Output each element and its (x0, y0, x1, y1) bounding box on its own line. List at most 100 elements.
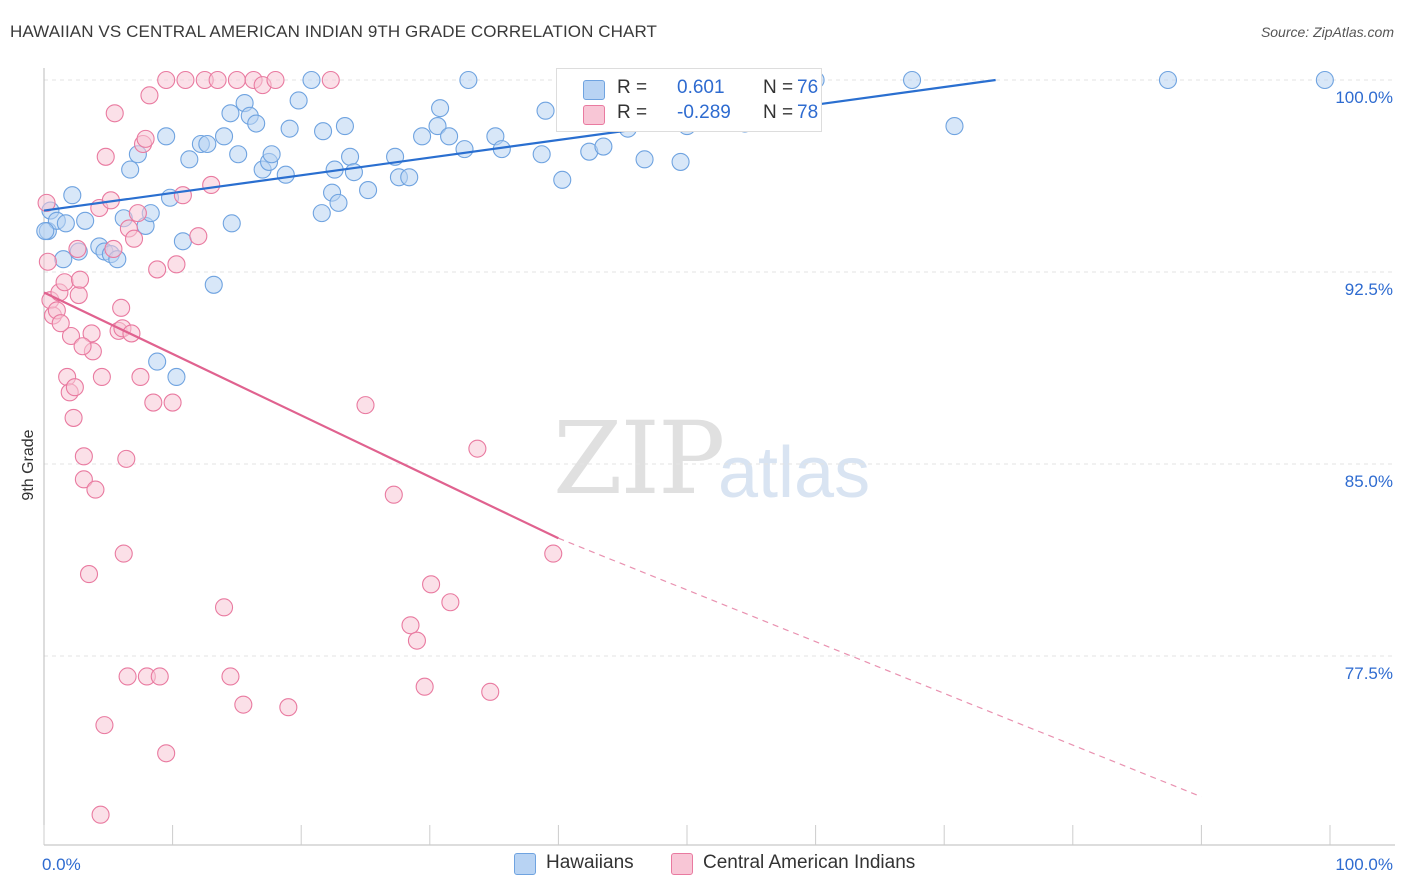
central-american-indians-point (65, 378, 84, 397)
central-american-indians-point (112, 298, 131, 317)
central-american-indians-point (95, 716, 114, 735)
central-american-indians-point (74, 470, 93, 489)
source-credit: Source: ZipAtlas.com (1260, 24, 1394, 40)
central-american-indians-point (321, 70, 340, 90)
hawaiians-point (302, 70, 321, 90)
central-american-indians-point (468, 439, 487, 458)
hawaiians-point (289, 91, 308, 110)
hawaiians-point (440, 127, 459, 146)
central-american-indians-point (227, 70, 246, 90)
hawaiians-point (428, 117, 447, 136)
hawaiians-point (400, 168, 419, 187)
central-american-indians-trend-line-extension (558, 537, 1202, 798)
central-american-indians-point (69, 285, 88, 305)
hawaiians-point (180, 150, 199, 169)
correlation-legend: R = 0.601 N = 76 R = -0.289 N = 78 (556, 68, 822, 132)
central-american-indians-point (415, 677, 434, 696)
central-american-indians-point (356, 396, 375, 415)
hawaiians-point (148, 352, 167, 371)
hawaiians-point (1315, 70, 1334, 90)
hawaiians-point (335, 117, 354, 136)
hawaiians-point (329, 193, 348, 212)
central-american-indians-point (202, 175, 221, 195)
hawaiians-point (459, 70, 478, 90)
y-axis-label: 9th Grade (20, 429, 37, 501)
hawaiians-point (157, 127, 176, 146)
central-american-indians-point (189, 227, 208, 246)
central-american-indians-point (136, 129, 155, 148)
central-american-indians-point (441, 593, 460, 612)
central-american-indians-point (221, 667, 240, 686)
hawaiians-trend-line (43, 78, 996, 212)
watermark-atlas: atlas (718, 433, 871, 513)
watermark-zip: ZIP (553, 400, 725, 517)
central-american-indians-point (157, 744, 176, 763)
central-american-indians-point (163, 393, 182, 412)
central-american-indians-point (118, 667, 137, 686)
hawaiians-point (221, 104, 240, 123)
y-tick-label: 85.0% (1345, 472, 1393, 491)
central-american-indians-point (82, 324, 101, 343)
legend-r-value: -0.289 (677, 102, 731, 123)
y-tick-label: 100.0% (1335, 88, 1393, 107)
central-american-indians-point (167, 255, 186, 274)
central-american-indians-point (214, 598, 234, 617)
hawaiians-point (532, 145, 551, 164)
hawaiians-point (945, 117, 964, 136)
hawaiians-point (247, 114, 266, 133)
central-american-indians-point (401, 616, 420, 635)
central-american-indians-point (124, 229, 144, 248)
hawaiians-point (222, 214, 241, 233)
legend-swatch-central-american-indians (583, 105, 605, 125)
central-american-indians-point (384, 485, 403, 504)
legend-swatch-hawaiians (583, 80, 605, 100)
hawaiians-point (671, 152, 690, 171)
hawaiians-point (121, 160, 140, 179)
hawaiians-point (76, 211, 95, 230)
hawaiians-point (314, 122, 333, 141)
central-american-indians-point (148, 260, 167, 279)
hawaiians-point (312, 204, 331, 223)
central-american-indians-point (86, 480, 105, 499)
central-american-indians-point (128, 204, 147, 223)
hawaiians-point (63, 186, 82, 205)
central-american-indians-point (140, 86, 159, 105)
central-american-indians-point (70, 270, 90, 289)
central-american-indians-point (51, 314, 70, 333)
central-american-indians-point (92, 367, 111, 387)
hawaiians-point (431, 99, 450, 118)
hawaiians-point (1158, 70, 1178, 90)
central-american-indians-point (61, 326, 81, 346)
hawaiians-point (413, 127, 432, 146)
x-tick-label: 0.0% (42, 855, 81, 874)
hawaiians-point (204, 275, 223, 294)
central-american-indians-point (74, 447, 93, 466)
hawaiians-point (173, 232, 192, 251)
legend-r-label: R = (617, 102, 648, 123)
hawaiians-point (167, 367, 186, 387)
y-tick-label: 77.5% (1345, 664, 1393, 683)
central-american-indians-point (64, 408, 83, 427)
legend-swatch-hawaiians (514, 853, 536, 875)
central-american-indians-point (37, 193, 56, 212)
hawaiians-point (214, 127, 234, 146)
legend-n-label: N = (763, 102, 794, 123)
hawaiians-point (280, 119, 299, 138)
central-american-indians-point (144, 393, 163, 412)
central-american-indians-point (114, 544, 133, 563)
central-american-indians-point (131, 367, 150, 387)
hawaiians-point (56, 214, 75, 233)
legend-swatch-central-american-indians (671, 853, 693, 875)
legend-r-label: R = (617, 77, 648, 98)
central-american-indians-point (157, 70, 176, 90)
hawaiians-point (359, 181, 378, 200)
hawaiians-point (553, 170, 572, 189)
central-american-indians-trend-line (43, 291, 559, 540)
y-tick-label: 92.5% (1345, 280, 1393, 299)
central-american-indians-point (96, 147, 115, 166)
central-american-indians-point (208, 70, 227, 90)
central-american-indians-point (117, 449, 136, 468)
hawaiians-point (54, 250, 73, 269)
hawaiians-point (229, 145, 248, 164)
hawaiians-point (455, 140, 474, 159)
